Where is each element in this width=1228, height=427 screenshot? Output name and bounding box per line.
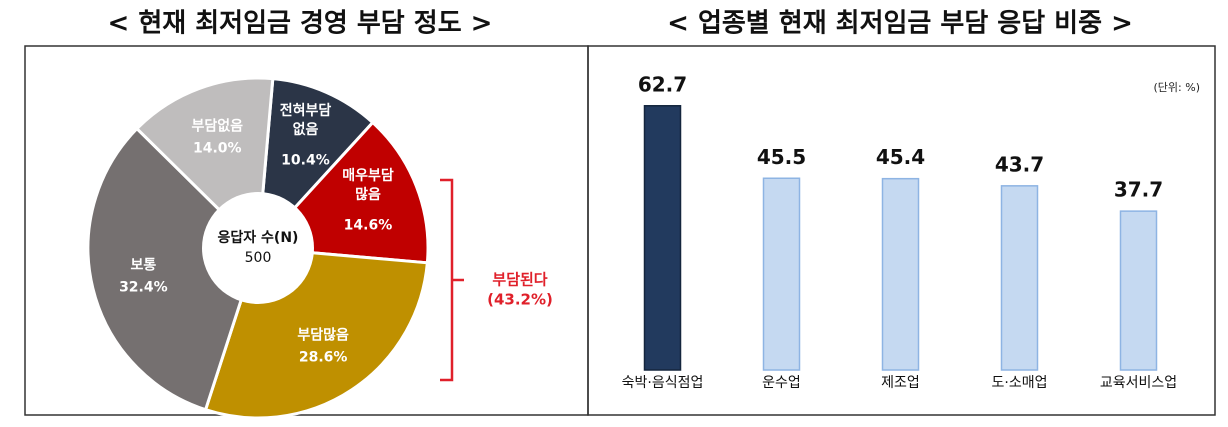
slice-label: 부담없음 bbox=[191, 118, 244, 135]
bar-value-label: 37.7 bbox=[1114, 178, 1163, 202]
bar bbox=[762, 177, 801, 371]
slice-value-label: 14.6% bbox=[343, 217, 393, 234]
annotation-label: 부담된다 bbox=[492, 271, 547, 289]
bar-value-label: 45.4 bbox=[876, 145, 925, 169]
x-tick-label: 도·소매업 bbox=[992, 375, 1048, 391]
x-tick-label: 운수업 bbox=[762, 375, 801, 391]
pie-slice bbox=[86, 126, 260, 412]
bar-title: < 업종별 현재 최저임금 부담 응답 비중 > bbox=[667, 9, 1133, 39]
slice-value-label: 10.4% bbox=[281, 152, 330, 169]
slice-label: 부담많음 bbox=[297, 327, 349, 344]
slice-value-label: 28.6% bbox=[298, 349, 348, 366]
slice-value-label: 14.0% bbox=[192, 140, 242, 157]
bar-value-label: 43.7 bbox=[995, 152, 1044, 176]
x-tick-label: 교육서비스업 bbox=[1100, 375, 1177, 391]
bar bbox=[1119, 210, 1158, 371]
slice-value-label: 32.4% bbox=[119, 279, 168, 296]
unit-label: (단위: %) bbox=[1154, 81, 1200, 94]
bar bbox=[1000, 185, 1039, 371]
bars: 62.7 숙박·음식점업 45.5 운수업 45.4 제조업 43.7 도·소매업 37.7 교육… bbox=[622, 72, 1178, 391]
donut-hole bbox=[202, 192, 314, 304]
center-label: 응답자 수(N) bbox=[218, 229, 299, 246]
slice-label: 매우부담 많음 bbox=[342, 168, 394, 204]
x-tick-label: 제조업 bbox=[881, 375, 920, 391]
right-panel bbox=[587, 45, 1216, 416]
slice-label: 전혀부담 없음 bbox=[279, 102, 332, 138]
bar bbox=[881, 177, 920, 371]
bar bbox=[643, 105, 682, 371]
bracket bbox=[440, 178, 464, 382]
slice-label: 보통 bbox=[130, 257, 157, 274]
bar-value-label: 45.5 bbox=[757, 145, 806, 169]
x-tick-label: 숙박·음식점업 bbox=[622, 375, 704, 391]
pie-title: < 현재 최저임금 경영 부담 정도 > bbox=[108, 9, 493, 39]
center-value: 500 bbox=[245, 250, 272, 266]
annotation-sublabel: (43.2%) bbox=[487, 291, 553, 309]
bar-value-label: 62.7 bbox=[638, 72, 687, 96]
